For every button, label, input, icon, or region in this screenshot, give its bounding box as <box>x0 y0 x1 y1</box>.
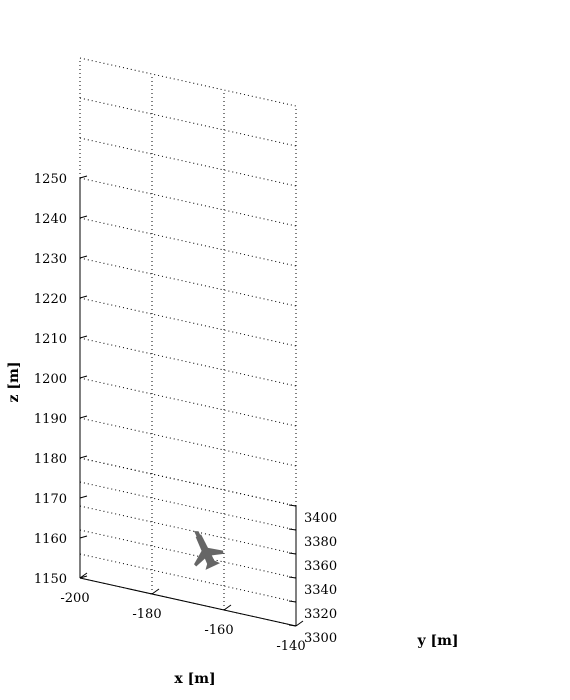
y-tick-label: 3340 <box>304 583 337 598</box>
x-tick-label: -160 <box>204 623 233 638</box>
y-tick-mark <box>288 576 297 579</box>
wall-grid-line <box>79 337 297 387</box>
floor-grid-line <box>79 529 297 579</box>
aircraft-tail-fin <box>194 531 202 541</box>
x-axis-label: x [m] <box>174 671 215 687</box>
aircraft-left-wing <box>194 549 207 567</box>
y-tick-mark <box>288 504 297 507</box>
z-tick-label: 1230 <box>34 252 67 267</box>
wall-grid-line <box>79 257 297 307</box>
x-axis-line <box>79 577 297 627</box>
y-tick-label: 3320 <box>304 607 337 622</box>
x-tick-mark <box>79 572 88 579</box>
x-tick-label: -200 <box>60 591 89 606</box>
y-tick-mark <box>288 624 297 627</box>
x-tick-label: -180 <box>132 607 161 622</box>
z-tick-label: 1200 <box>34 372 67 387</box>
axes <box>79 178 297 627</box>
wall-grid-line <box>79 417 297 467</box>
z-tick-mark <box>79 175 88 179</box>
z-tick-mark <box>79 255 88 259</box>
z-tick-label: 1210 <box>34 332 67 347</box>
z-axis-label: z [m] <box>6 362 22 403</box>
y-tick-label: 3360 <box>304 559 337 574</box>
wall-grid-line <box>79 177 297 227</box>
y-tick-label: 3380 <box>304 535 337 550</box>
wall-grid-line <box>79 97 297 147</box>
y-tick-mark <box>288 552 297 555</box>
grid-lines <box>79 57 297 627</box>
y-tick-label: 3300 <box>304 631 337 646</box>
y-tick-mark <box>288 600 297 603</box>
z-tick-mark <box>79 215 88 219</box>
z-tick-mark <box>79 455 88 459</box>
z-tick-mark <box>79 495 88 499</box>
wall-grid-line <box>79 297 297 347</box>
z-tick-label: 1150 <box>34 572 67 587</box>
wall-grid-line <box>79 137 297 187</box>
floor-grid-line <box>79 481 297 531</box>
plot-objects <box>194 531 224 570</box>
x-tick-mark <box>223 604 232 611</box>
z-tick-label: 1220 <box>34 292 67 307</box>
z-tick-mark <box>79 535 88 539</box>
z-tick-label: 1240 <box>34 212 67 227</box>
floor-grid-line <box>79 505 297 555</box>
z-tick-label: 1190 <box>34 412 67 427</box>
x-tick-label: -140 <box>276 639 305 654</box>
x-tick-mark <box>151 588 160 595</box>
z-tick-label: 1180 <box>34 452 67 467</box>
z-tick-mark <box>79 335 88 339</box>
aircraft-icon <box>194 531 224 570</box>
aircraft-stabilizer <box>205 559 221 570</box>
tick-labels: 1150 1160 1170 1180 1190 1200 1210 1220 1230 1240… <box>34 172 337 654</box>
z-tick-mark <box>79 375 88 379</box>
wall-grid-line <box>79 217 297 267</box>
y-tick-mark <box>288 528 297 531</box>
wall-grid-line <box>79 377 297 427</box>
aircraft-right-wing <box>206 547 224 556</box>
floor-grid-line <box>79 553 297 603</box>
y-tick-label: 3400 <box>304 511 337 526</box>
z-tick-mark <box>79 295 88 299</box>
wall-grid-line <box>79 457 297 507</box>
aircraft-fuselage <box>195 534 215 565</box>
wall-grid-line <box>79 57 297 107</box>
x-tick-mark <box>295 620 304 627</box>
z-tick-label: 1170 <box>34 492 67 507</box>
z-tick-label: 1250 <box>34 172 67 187</box>
z-tick-label: 1160 <box>34 532 67 547</box>
y-axis-label: y [m] <box>416 633 458 649</box>
z-tick-mark <box>79 415 88 419</box>
